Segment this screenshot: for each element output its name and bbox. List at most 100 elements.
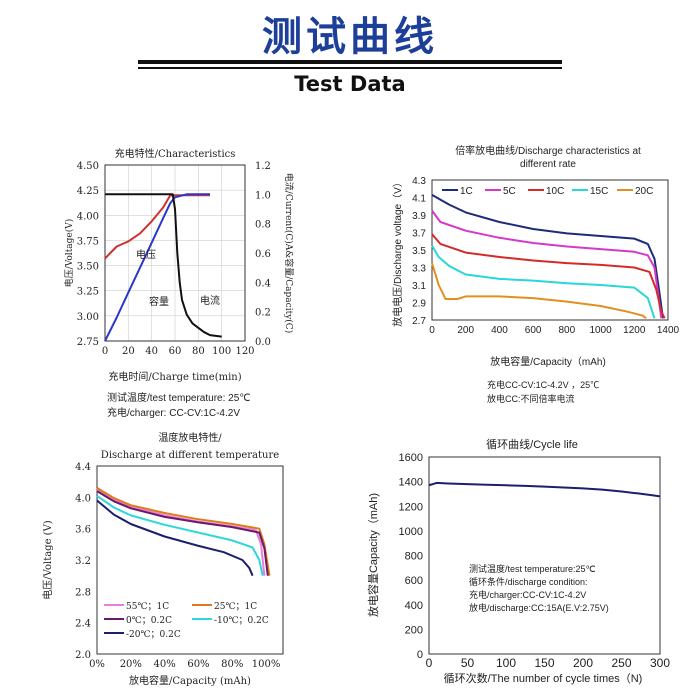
chart-title: 循环曲线/Cycle life	[486, 437, 578, 451]
y-tick-label: 3.2	[75, 556, 91, 567]
y-tick-label: 3.3	[412, 264, 426, 275]
y-tick-label: 3.5	[412, 246, 426, 257]
note: 测试温度/test temperature:25℃	[469, 563, 596, 574]
y-tick-label: 3.9	[412, 211, 426, 222]
series-line	[428, 481, 661, 498]
x-tick-label: 200	[573, 656, 593, 670]
y-tick-label-right: 1.0	[255, 190, 271, 201]
page-subtitle: Test Data	[294, 72, 406, 96]
x-tick-label: 60	[169, 346, 182, 357]
y-axis-label: 放电容量Capacity（mAh)	[366, 493, 380, 617]
note: 测试温度/test temperature: 25℃	[107, 391, 251, 404]
x-tick-label: 40%	[154, 659, 176, 670]
legend-label: -10℃；0.2C	[214, 616, 269, 626]
y-tick-label: 800	[405, 551, 423, 563]
x-tick-label: 0%	[89, 659, 105, 670]
chart-title: 温度放电特性/	[158, 431, 222, 444]
legend-label: 1C	[460, 186, 473, 197]
legend-label: 10C	[546, 186, 564, 197]
y-axis-label-left: 电压/Voltage(V)	[63, 219, 75, 288]
legend-label: 55℃；1C	[126, 602, 169, 612]
series-line	[104, 193, 210, 342]
series-line	[105, 193, 222, 338]
series-line	[431, 194, 664, 319]
plot-area	[104, 164, 246, 342]
y-axis-label: 电压/Voltage (V)	[41, 520, 54, 599]
x-tick-label: 80%	[221, 659, 243, 670]
chart-charge: 充电特性/Characteristics 0 20 40 60 80 100 120 2.75 3…	[63, 147, 295, 419]
x-tick-label: 20	[122, 346, 135, 357]
series-line	[431, 210, 663, 319]
y-tick-label-right: 1.2	[255, 161, 271, 172]
y-tick-label: 2.0	[75, 650, 91, 661]
y-tick-label: 2.4	[75, 619, 91, 630]
chart-title: Discharge at different temperature	[101, 450, 279, 461]
legend-label: 20C	[635, 186, 653, 197]
legend-label: 15C	[590, 186, 608, 197]
chart-temperature: 温度放电特性/Discharge at different temperatur…	[41, 431, 284, 687]
series-line	[96, 499, 254, 577]
series-line	[104, 194, 210, 260]
y-tick-label: 1000	[399, 526, 423, 538]
y-tick-label: 3.75	[77, 236, 99, 247]
y-tick-label: 3.00	[77, 312, 99, 323]
chart-title: different rate	[520, 159, 576, 170]
chart-title: 倍率放电曲线/Discharge characteristics at	[455, 144, 641, 157]
legend-label: 25℃；1C	[214, 602, 257, 612]
y-tick-label: 4.00	[77, 211, 99, 222]
legend-label: 0℃；0.2C	[126, 616, 172, 626]
x-tick-label: 100%	[252, 659, 281, 670]
y-tick-label: 4.50	[77, 161, 99, 172]
note: 循环条件/discharge condition:	[469, 576, 588, 587]
y-tick-label: 2.8	[75, 587, 91, 598]
y-tick-label: 2.9	[412, 299, 426, 310]
x-tick-label: 1200	[623, 325, 646, 336]
y-tick-label: 600	[405, 575, 423, 587]
annotation: 电压	[136, 248, 156, 261]
x-tick-label: 1000	[589, 325, 612, 336]
chart-cycle-life: 循环曲线/Cycle life 0 50 100 150 200 250 300 0 200 400…	[366, 437, 670, 685]
note: 放电/discharge:CC:15A(E.V:2.75V)	[469, 602, 609, 613]
x-axis-label: 放电容量/Capacity（mAh)	[490, 355, 606, 368]
x-tick-label: 0	[102, 346, 108, 357]
y-tick-label: 1600	[399, 452, 423, 464]
annotation: 电流	[200, 294, 220, 307]
x-tick-label: 600	[525, 325, 542, 336]
plot-area	[428, 456, 661, 655]
x-tick-label: 60%	[187, 659, 209, 670]
y-tick-label: 200	[405, 624, 423, 636]
x-tick-label: 100	[212, 346, 231, 357]
y-tick-label: 4.0	[75, 493, 91, 504]
y-tick-label-right: 0.4	[255, 278, 271, 289]
x-tick-label: 120	[235, 346, 254, 357]
plot-area	[96, 465, 284, 655]
x-tick-label: 80	[192, 346, 205, 357]
x-tick-label: 200	[457, 325, 474, 336]
page-title: 测试曲线	[262, 14, 438, 60]
x-tick-label: 100	[496, 656, 516, 670]
annotation: 容量	[149, 295, 169, 308]
x-axis-label: 放电容量/Capacity (mAh)	[129, 674, 251, 687]
y-tick-label: 400	[405, 600, 423, 612]
y-axis-label-right: 电流/Current(C)A&容量/Capacity(C)	[283, 173, 295, 333]
header-rule-thin	[138, 67, 562, 69]
y-tick-label: 3.50	[77, 262, 99, 273]
y-tick-label-right: 0.8	[255, 220, 271, 231]
x-tick-label: 800	[559, 325, 576, 336]
series-line	[431, 245, 656, 319]
series-line	[431, 233, 666, 319]
x-tick-label: 300	[650, 656, 670, 670]
y-tick-label: 2.7	[412, 316, 426, 327]
y-tick-label: 3.25	[77, 287, 99, 298]
y-axis-label: 放电电压/Discharge voltage（V）	[391, 177, 404, 327]
x-tick-label: 40	[145, 346, 158, 357]
y-tick-label: 4.4	[75, 462, 91, 473]
x-tick-label: 0	[426, 656, 433, 670]
note: 充电/charger:CC-CV:1C-4.2V	[469, 589, 586, 600]
y-tick-label: 4.1	[412, 194, 426, 205]
x-axis-label: 循环次数/The number of cycle times（N)	[444, 671, 643, 685]
series-line	[96, 494, 264, 576]
y-tick-label-right: 0.0	[255, 337, 271, 348]
y-tick-label: 3.6	[75, 525, 91, 536]
x-tick-label: 400	[491, 325, 508, 336]
